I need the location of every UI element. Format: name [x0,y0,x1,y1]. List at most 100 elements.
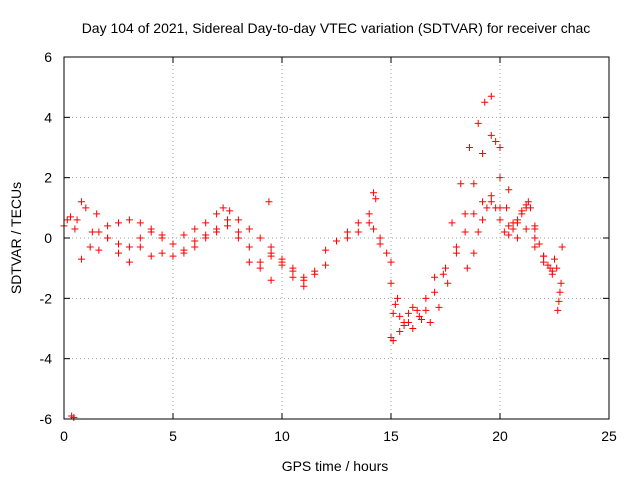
data-point-track-a-10 [136,219,144,227]
y-tick-label-0: -6 [40,411,53,427]
data-point-track-b-2 [95,228,103,236]
data-point-track-d-18 [448,219,456,227]
data-point-track-c-11 [213,228,221,236]
data-point-outliers-4 [554,306,562,314]
data-point-outliers-6 [556,288,564,296]
y-tick-label-5: 4 [44,109,52,125]
data-point-track-c-3 [125,243,133,251]
data-point-track-g-0 [463,264,471,272]
data-point-track-e-13 [461,228,469,236]
data-point-outliers-9 [265,198,273,206]
data-point-track-c-15 [256,264,264,272]
data-point-track-c-4 [136,234,144,242]
data-point-track-d-16 [431,288,439,296]
data-point-track-b-1 [86,243,94,251]
data-point-track-c-10 [202,234,210,242]
data-point-track-g-3 [479,216,487,224]
data-point-track-g-6 [492,204,500,212]
data-point-track-c-19 [300,276,308,284]
data-point-track-f-13 [505,186,513,194]
data-point-outliers-7 [557,279,565,287]
data-point-track-d-21 [474,119,482,127]
data-point-track-f-8 [461,210,469,218]
data-point-track-a-5 [88,228,96,236]
series-track-g [463,198,561,275]
data-point-track-d-25 [496,174,504,182]
data-point-track-e-11 [444,279,452,287]
data-point-track-g-12 [518,207,526,215]
data-point-track-c-12 [224,222,231,230]
data-point-track-d-2 [343,228,351,236]
data-point-outliers-3 [71,225,79,233]
data-point-track-g-5 [487,198,495,206]
series-track-e [343,192,556,332]
data-point-track-d-26 [503,204,511,212]
data-point-track-f-11 [487,131,495,139]
data-point-track-b-9 [169,252,177,260]
data-point-track-b-20 [289,273,297,281]
data-point-track-a-19 [226,207,234,215]
data-point-track-a-15 [191,225,199,233]
data-point-track-f-5 [431,273,439,281]
data-point-outliers-8 [558,243,566,251]
y-axis-title: SDTVAR / TECUs [8,182,24,294]
data-point-track-b-16 [245,243,253,251]
data-point-track-b-4 [115,249,122,257]
data-point-track-e-21 [531,243,539,251]
data-point-track-g-9 [505,231,513,239]
data-point-track-a-23 [267,243,275,251]
data-point-track-c-6 [158,231,166,239]
x-tick-label-5: 25 [601,428,617,444]
data-point-track-g-17 [540,252,548,260]
data-point-track-g-11 [513,216,521,224]
data-point-track-e-7 [409,325,417,332]
data-point-track-b-5 [125,258,133,266]
data-point-track-c-16 [267,252,275,260]
data-point-track-f-7 [452,243,460,251]
data-point-track-e-14 [470,210,478,218]
data-point-track-a-17 [213,210,221,218]
data-point-track-b-17 [256,258,264,266]
data-point-track-d-3 [354,219,362,227]
data-point-track-d-13 [409,303,417,311]
data-point-outliers-2 [63,216,71,224]
data-point-track-d-22 [481,98,489,106]
data-point-track-g-4 [483,204,491,212]
data-point-track-f-3 [413,306,421,314]
data-point-track-d-24 [492,137,500,145]
data-point-track-e-9 [426,318,434,326]
x-tick-label-2: 10 [274,428,290,444]
chart-title: Day 104 of 2021, Sidereal Day-to-day VTE… [82,20,591,36]
data-point-track-e-5 [394,294,402,302]
data-point-track-b-8 [158,249,166,257]
data-point-track-e-19 [513,234,521,242]
data-point-track-d-12 [404,309,412,317]
data-point-track-e-8 [418,315,426,323]
data-point-track-a-1 [67,213,75,221]
data-point-track-g-16 [535,240,543,248]
data-point-track-c-18 [289,267,297,275]
data-point-track-g-10 [509,225,517,233]
data-point-track-f-6 [442,264,449,272]
series-track-c [93,210,308,284]
data-point-track-d-9 [391,300,399,308]
data-point-track-e-20 [522,225,530,233]
data-point-track-c-0 [93,210,101,218]
data-point-track-a-16 [202,219,210,227]
data-point-track-d-20 [465,144,473,151]
data-point-outliers-11 [370,189,378,197]
y-tick-label-2: -2 [40,290,53,306]
x-tick-label-4: 20 [492,428,508,444]
data-point-track-g-15 [531,222,539,230]
y-tick-label-4: 2 [44,170,52,186]
data-point-track-e-15 [479,198,487,206]
data-point-track-a-3 [77,198,85,206]
data-point-track-d-15 [422,306,430,314]
data-point-track-b-15 [234,228,242,236]
data-point-track-d-4 [365,210,373,218]
data-point-track-f-4 [422,294,430,302]
data-point-track-b-7 [147,252,155,260]
x-tick-label-3: 15 [383,428,399,444]
data-point-track-d-0 [322,246,330,254]
